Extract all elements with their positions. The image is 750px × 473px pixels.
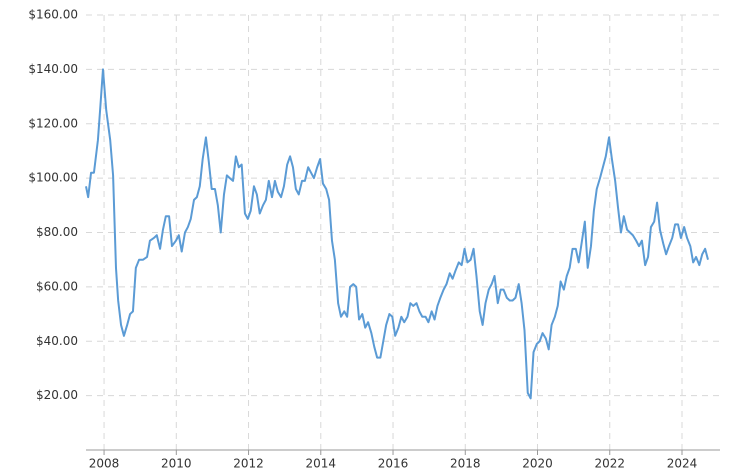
- y-tick-label: $140.00: [28, 62, 78, 76]
- y-tick-label: $20.00: [36, 388, 78, 402]
- x-tick-label: 2016: [378, 457, 409, 471]
- x-tick-label: 2018: [450, 457, 481, 471]
- x-tick-label: 2020: [522, 457, 553, 471]
- x-tick-label: 2012: [233, 457, 264, 471]
- line: [85, 68, 709, 400]
- y-tick-label: $100.00: [28, 171, 78, 185]
- y-tick-label: $60.00: [36, 279, 78, 293]
- y-tick-label: $80.00: [36, 225, 78, 239]
- x-tick-label: 2024: [667, 457, 698, 471]
- x-tick-label: 2022: [594, 457, 625, 471]
- y-tick-label: $40.00: [36, 334, 78, 348]
- x-tick-label: 2014: [306, 457, 337, 471]
- x-tick-label: 2008: [89, 457, 120, 471]
- y-tick-label: $120.00: [28, 116, 78, 130]
- x-tick-label: 2010: [161, 457, 192, 471]
- y-tick-label: $160.00: [28, 8, 78, 22]
